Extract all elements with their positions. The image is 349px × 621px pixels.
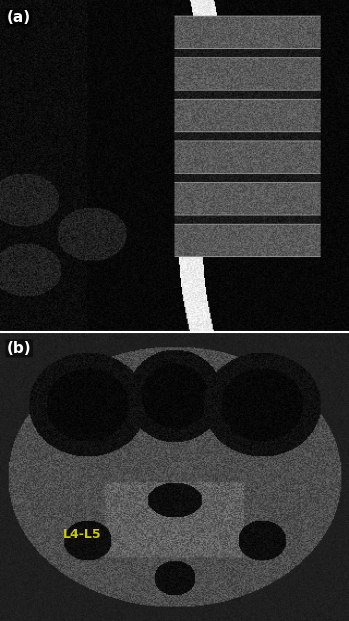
Text: L4-L5: L4-L5: [63, 528, 102, 541]
Text: (a): (a): [7, 10, 31, 25]
Text: (b): (b): [7, 341, 32, 356]
